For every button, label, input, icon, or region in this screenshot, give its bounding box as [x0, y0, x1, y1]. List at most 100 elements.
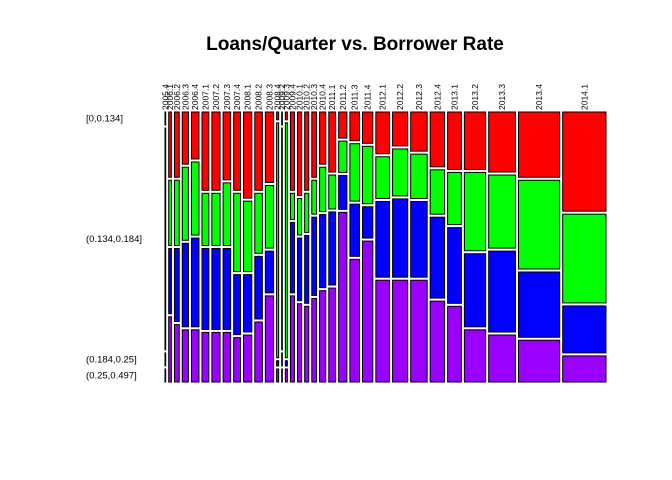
tile-2013.1-bin-3 — [447, 227, 462, 304]
tile-2009.4-bin-2 — [289, 192, 296, 220]
x-tick-label: 2014.1 — [579, 84, 589, 110]
tile-2010.1-bin-3 — [297, 237, 303, 302]
tile-2006.3-bin-4 — [181, 329, 189, 383]
tile-2006.2-bin-1 — [173, 111, 180, 178]
tile-2007.4-bin-4 — [233, 337, 242, 383]
tile-2011.4-bin-2 — [362, 145, 374, 205]
tile-2012.1-bin-4 — [375, 279, 391, 383]
tile-2006.1-bin-3 — [168, 248, 172, 315]
tile-2009.2-bin-4 — [281, 368, 283, 383]
tile-2007.1-bin-1 — [201, 111, 210, 191]
tile-2009.2-bin-2 — [281, 127, 283, 351]
x-tick-label: 2007.1 — [200, 84, 210, 110]
tile-2008.2-bin-1 — [254, 111, 263, 191]
tile-2007.1-bin-2 — [201, 192, 210, 247]
y-tick-label: (0.184,0.25] — [86, 354, 137, 365]
tile-2005.4-bin-3 — [164, 352, 167, 367]
tile-2013.4-bin-2 — [517, 179, 561, 270]
tile-2008.3-bin-1 — [264, 111, 275, 183]
x-tick-label: 2011.3 — [350, 84, 360, 110]
tile-2010.1-bin-1 — [297, 111, 303, 197]
tile-2014.1-bin-3 — [562, 305, 607, 354]
tile-2011.2-bin-2 — [338, 140, 348, 173]
x-tick-label: 2012.1 — [378, 84, 388, 110]
tile-2009.3-bin-3 — [284, 360, 288, 367]
tile-2005.4-bin-1 — [164, 111, 167, 126]
tile-2012.3-bin-1 — [410, 111, 428, 152]
tile-2013.3-bin-2 — [488, 174, 516, 249]
tile-2010.3-bin-2 — [311, 179, 318, 215]
tile-2005.4-bin-2 — [164, 127, 167, 351]
tile-2010.3-bin-1 — [311, 111, 318, 178]
tile-2008.2-bin-2 — [254, 192, 263, 254]
tile-2010.3-bin-4 — [311, 297, 318, 383]
tile-2012.3-bin-2 — [410, 153, 428, 200]
tile-2007.1-bin-4 — [201, 331, 210, 383]
tile-2006.2-bin-2 — [173, 179, 180, 246]
tile-2009.4-bin-3 — [289, 221, 296, 294]
tile-2008.1-bin-2 — [243, 200, 253, 273]
tile-2008.4-bin-4 — [276, 368, 280, 383]
tile-2010.1-bin-4 — [297, 303, 303, 383]
tile-2012.1-bin-1 — [375, 111, 391, 155]
x-tick-label: 2009.2 — [277, 84, 287, 110]
tile-2008.3-bin-3 — [264, 250, 275, 294]
x-tick-label: 2007.2 — [211, 84, 221, 110]
x-tick-label: 2009.4 — [287, 84, 297, 110]
x-tick-label: 2008.3 — [264, 84, 274, 110]
tile-2010.3-bin-3 — [311, 216, 318, 296]
tile-2008.1-bin-4 — [243, 334, 253, 383]
tile-2011.2-bin-3 — [338, 174, 348, 210]
tile-2009.3-bin-4 — [284, 368, 288, 383]
tile-2011.1-bin-4 — [328, 287, 337, 383]
tile-2008.4-bin-1 — [276, 111, 280, 121]
x-tick-label: 2010.2 — [302, 84, 312, 110]
tile-2011.1-bin-2 — [328, 174, 337, 210]
y-tick-label: (0.25,0.497] — [86, 370, 137, 381]
tile-2012.4-bin-3 — [429, 216, 446, 299]
tile-2006.2-bin-3 — [173, 248, 180, 323]
tile-2011.2-bin-4 — [338, 211, 348, 383]
y-tick-label: [0,0.134] — [86, 114, 123, 125]
x-tick-label: 2006.4 — [190, 84, 200, 110]
tile-2008.3-bin-2 — [264, 184, 275, 249]
tile-2011.1-bin-1 — [328, 111, 337, 173]
tile-2008.2-bin-4 — [254, 321, 263, 383]
x-tick-label: 2007.4 — [232, 84, 242, 110]
tile-2012.1-bin-2 — [375, 156, 391, 200]
y-tick-labels: [0,0.134] (0.134,0.184] (0.184,0.25] (0.25,… — [86, 114, 142, 382]
tile-2009.3-bin-2 — [284, 122, 288, 359]
tile-2008.4-bin-3 — [276, 360, 280, 367]
tile-2008.2-bin-3 — [254, 255, 263, 320]
x-tick-label: 2010.1 — [295, 84, 305, 110]
tile-2010.4-bin-4 — [319, 290, 327, 383]
tile-2013.1-bin-4 — [447, 305, 462, 383]
x-tick-label: 2011.2 — [338, 84, 348, 110]
tile-2013.4-bin-1 — [517, 111, 561, 178]
tile-2007.3-bin-4 — [222, 331, 232, 383]
tile-2012.4-bin-2 — [429, 169, 446, 215]
x-tick-label: 2011.1 — [327, 84, 337, 110]
tile-2010.2-bin-1 — [304, 111, 310, 191]
tile-2014.1-bin-2 — [562, 213, 607, 304]
tile-2011.1-bin-3 — [328, 211, 337, 286]
tile-2012.2-bin-2 — [392, 148, 409, 197]
tile-2006.3-bin-1 — [181, 111, 189, 165]
y-tick-label: (0.134,0.184] — [86, 234, 142, 245]
x-tick-label: 2009.3 — [281, 84, 291, 110]
x-tick-label: 2006.1 — [165, 84, 175, 110]
tile-2013.3-bin-4 — [488, 334, 516, 383]
tile-2007.3-bin-2 — [222, 182, 232, 246]
tile-2007.2-bin-4 — [211, 331, 221, 383]
tile-2014.1-bin-4 — [562, 355, 607, 383]
x-tick-label: 2013.2 — [470, 84, 480, 110]
tile-2009.2-bin-1 — [281, 111, 283, 126]
tile-2009.4-bin-1 — [289, 111, 296, 191]
x-tick-label: 2007.3 — [222, 84, 232, 110]
x-tick-label: 2008.2 — [254, 84, 264, 110]
tile-2006.1-bin-4 — [168, 316, 172, 383]
x-tick-label: 2012.4 — [432, 84, 442, 110]
tile-2012.2-bin-3 — [392, 198, 409, 278]
